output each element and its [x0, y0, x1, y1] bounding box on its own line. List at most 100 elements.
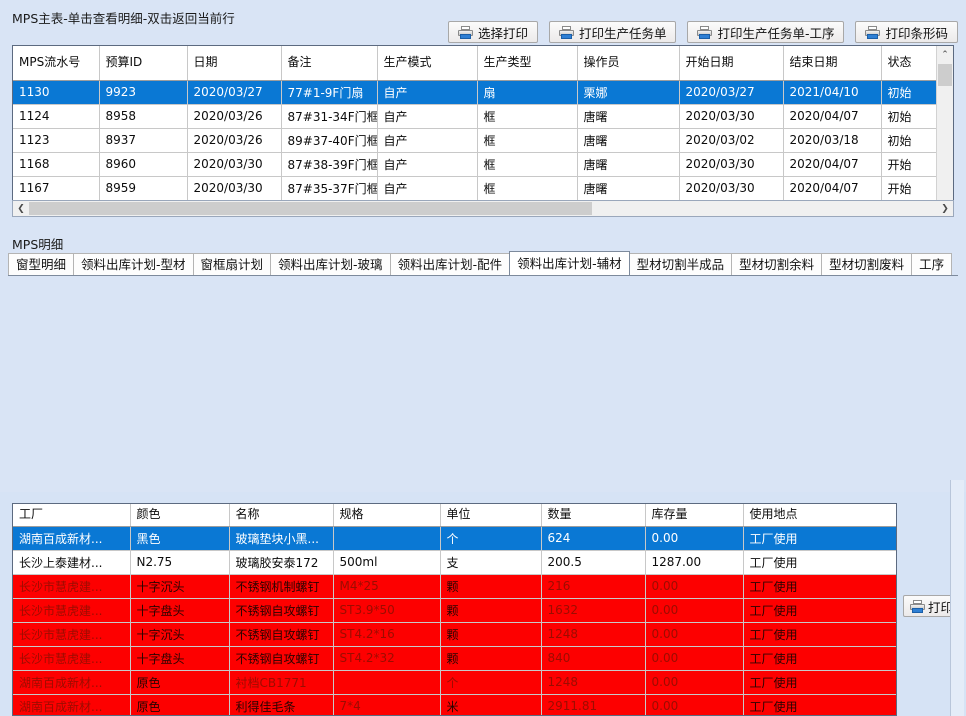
mps-master-table: MPS流水号 预算ID 日期 备注 生产模式 生产类型 操作员 开始日期 结束日…	[13, 46, 953, 216]
cell-unit: 个	[440, 526, 542, 551]
cell-unit: 米	[440, 694, 542, 715]
tab-process[interactable]: 工序	[911, 253, 953, 275]
table-row[interactable]: 1124 8958 2020/03/26 87#31-34F门框 自产 框 唐曙…	[13, 104, 953, 129]
right-rail	[950, 480, 964, 716]
cell-production-type: 扇	[477, 80, 578, 105]
col-header-spec[interactable]: 规格	[333, 504, 441, 527]
cell-remark: 77#1-9F门扇	[281, 80, 378, 105]
col-header-end-date[interactable]: 结束日期	[783, 46, 882, 81]
table-row[interactable]: 长沙市慧虎建... 十字沉头 不锈钢自攻螺钉 ST4.2*16 颗 1248 0…	[13, 622, 896, 647]
cell-production-mode: 自产	[377, 176, 478, 201]
printer-icon	[558, 25, 574, 39]
tab-profile-cut-waste[interactable]: 型材切割废料	[821, 253, 913, 275]
print-production-order-process-button[interactable]: 打印生产任务单-工序	[687, 21, 845, 43]
table-row[interactable]: 湖南百成新材... 黑色 玻璃垫块小黑... 个 624 0.00 工厂使用	[13, 526, 896, 551]
col-header-production-type[interactable]: 生产类型	[477, 46, 578, 81]
cell-color: N2.75	[130, 550, 230, 575]
col-header-stock[interactable]: 库存量	[645, 504, 744, 527]
mps-master-grid[interactable]: MPS流水号 预算ID 日期 备注 生产模式 生产类型 操作员 开始日期 结束日…	[12, 45, 954, 217]
print-toolbar: 选择打印 打印生产任务单 打印生产任务单-工序 打印条形码	[447, 21, 958, 43]
col-header-name[interactable]: 名称	[229, 504, 334, 527]
cell-end-date: 2021/04/10	[783, 80, 882, 105]
cell-spec: 7*4	[333, 694, 441, 715]
col-header-remark[interactable]: 备注	[281, 46, 378, 81]
cell-spec: M4*25	[333, 574, 441, 599]
table-row[interactable]: 1167 8959 2020/03/30 87#35-37F门框 自产 框 唐曙…	[13, 176, 953, 201]
cell-remark: 87#35-37F门框	[281, 176, 378, 201]
col-header-production-mode[interactable]: 生产模式	[377, 46, 478, 81]
tab-material-outbound-glass[interactable]: 领料出库计划-玻璃	[270, 253, 391, 275]
cell-spec: 500ml	[333, 550, 441, 575]
cell-usage-location: 工厂使用	[743, 646, 896, 671]
cell-operator: 栗娜	[577, 80, 680, 105]
cell-mps-serial: 1124	[13, 104, 100, 129]
table-row[interactable]: 长沙市慧虎建... 十字盘头 不锈钢自攻螺钉 ST3.9*50 颗 1632 0…	[13, 598, 896, 623]
scroll-left-icon[interactable]: ❮	[17, 203, 25, 214]
cell-start-date: 2020/03/02	[679, 128, 784, 153]
cell-name: 利得佳毛条	[229, 694, 334, 715]
table-row[interactable]: 长沙上泰建材... N2.75 玻璃胶安泰172 500ml 支 200.5 1…	[13, 550, 896, 575]
mps-detail-grid[interactable]: 工厂 颜色 名称 规格 单位 数量 库存量 使用地点 湖南百成新材... 黑色 …	[12, 503, 897, 716]
scroll-thumb[interactable]	[29, 202, 592, 215]
table-row[interactable]: 湖南百成新材... 原色 衬档CB1771 个 1248 0.00 工厂使用	[13, 670, 896, 695]
tab-profile-cut-remainder[interactable]: 型材切割余料	[731, 253, 823, 275]
col-header-date[interactable]: 日期	[187, 46, 282, 81]
cell-budget-id: 8958	[99, 104, 188, 129]
tab-material-outbound-profile[interactable]: 领料出库计划-型材	[73, 253, 194, 275]
tab-window-frame-sash-plan[interactable]: 窗框扇计划	[192, 253, 272, 275]
table-row[interactable]: 长沙市慧虎建... 十字盘头 不锈钢自攻螺钉 ST4.2*32 颗 840 0.…	[13, 646, 896, 671]
print-barcode-button[interactable]: 打印条形码	[855, 21, 958, 43]
col-header-operator[interactable]: 操作员	[577, 46, 680, 81]
cell-unit: 个	[440, 670, 542, 695]
cell-production-mode: 自产	[377, 104, 478, 129]
col-header-unit[interactable]: 单位	[440, 504, 542, 527]
cell-quantity: 840	[541, 646, 646, 671]
detail-tabstrip: 窗型明细 领料出库计划-型材 窗框扇计划 领料出库计划-玻璃 领料出库计划-配件…	[8, 251, 958, 276]
col-header-budget-id[interactable]: 预算ID	[99, 46, 188, 81]
cell-date: 2020/03/30	[187, 176, 282, 201]
cell-color: 原色	[130, 694, 230, 715]
cell-operator: 唐曙	[577, 104, 680, 129]
mps-detail-panel: MPS明细 窗型明细 领料出库计划-型材 窗框扇计划 领料出库计划-玻璃 领料出…	[0, 228, 966, 716]
col-header-usage-location[interactable]: 使用地点	[743, 504, 896, 527]
table-row[interactable]: 湖南百成新材... 原色 利得佳毛条 7*4 米 2911.81 0.00 工厂…	[13, 694, 896, 715]
select-print-button[interactable]: 选择打印	[447, 21, 538, 43]
col-header-factory[interactable]: 工厂	[13, 504, 131, 527]
cell-name: 衬档CB1771	[229, 670, 334, 695]
tab-profile-cut-semifinished[interactable]: 型材切割半成品	[628, 253, 733, 275]
cell-production-type: 框	[477, 176, 578, 201]
cell-production-mode: 自产	[377, 152, 478, 177]
col-header-color[interactable]: 颜色	[130, 504, 230, 527]
table-row[interactable]: 长沙市慧虎建... 十字沉头 不锈钢机制螺钉 M4*25 颗 216 0.00 …	[13, 574, 896, 599]
master-grid-horizontal-scrollbar[interactable]: ❮ ❯	[12, 200, 954, 217]
tab-material-outbound-auxiliary[interactable]: 领料出库计划-辅材	[509, 251, 630, 275]
cell-stock: 0.00	[645, 622, 744, 647]
cell-mps-serial: 1130	[13, 80, 100, 105]
cell-date: 2020/03/30	[187, 152, 282, 177]
cell-quantity: 624	[541, 526, 646, 551]
cell-date: 2020/03/26	[187, 128, 282, 153]
cell-start-date: 2020/03/27	[679, 80, 784, 105]
tab-window-type-detail[interactable]: 窗型明细	[8, 253, 75, 275]
scroll-up-icon[interactable]: ⌃	[941, 49, 949, 60]
cell-production-type: 框	[477, 152, 578, 177]
scroll-track[interactable]	[29, 201, 937, 216]
cell-start-date: 2020/03/30	[679, 176, 784, 201]
scroll-right-icon[interactable]: ❯	[941, 203, 949, 214]
scroll-thumb[interactable]	[938, 64, 952, 86]
table-row[interactable]: 1123 8937 2020/03/26 89#37-40F门框 自产 框 唐曙…	[13, 128, 953, 153]
cell-mps-serial: 1168	[13, 152, 100, 177]
table-header-row: 工厂 颜色 名称 规格 单位 数量 库存量 使用地点	[13, 504, 896, 527]
cell-quantity: 2911.81	[541, 694, 646, 715]
cell-stock: 0.00	[645, 574, 744, 599]
print-production-order-button[interactable]: 打印生产任务单	[548, 21, 677, 43]
col-header-quantity[interactable]: 数量	[541, 504, 646, 527]
master-grid-vertical-scrollbar[interactable]: ⌃ ⌄	[936, 46, 953, 216]
cell-usage-location: 工厂使用	[743, 622, 896, 647]
cell-spec: ST4.2*16	[333, 622, 441, 647]
col-header-start-date[interactable]: 开始日期	[679, 46, 784, 81]
table-row[interactable]: 1130 9923 2020/03/27 77#1-9F门扇 自产 扇 栗娜 2…	[13, 80, 953, 105]
col-header-mps-serial[interactable]: MPS流水号	[13, 46, 100, 81]
table-row[interactable]: 1168 8960 2020/03/30 87#38-39F门框 自产 框 唐曙…	[13, 152, 953, 177]
tab-material-outbound-accessory[interactable]: 领料出库计划-配件	[389, 253, 511, 275]
